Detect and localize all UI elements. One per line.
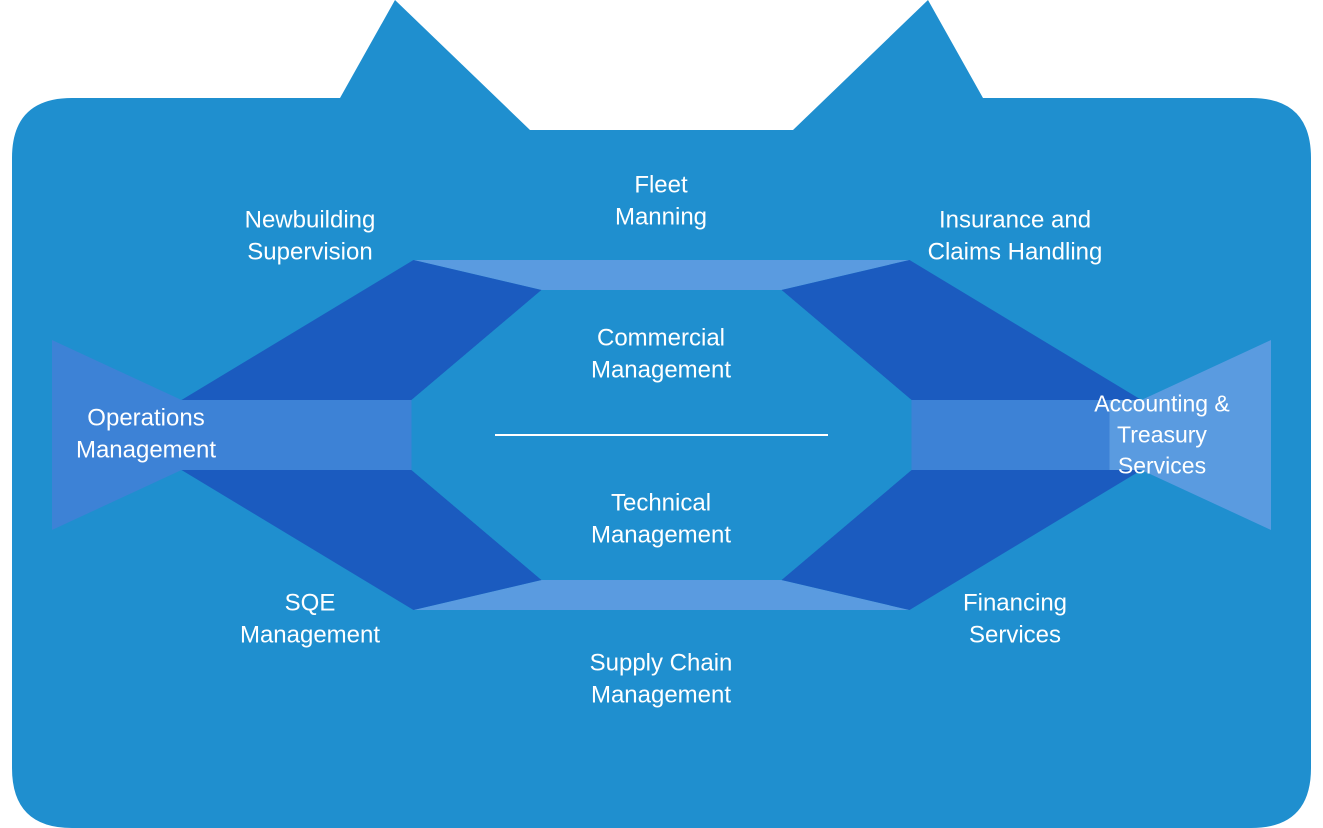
connector-right [912, 400, 1110, 470]
diagram-svg [0, 0, 1323, 828]
services-octagon-diagram: Fleet Manning Newbuilding Supervision In… [0, 0, 1323, 828]
connector-left [214, 400, 412, 470]
